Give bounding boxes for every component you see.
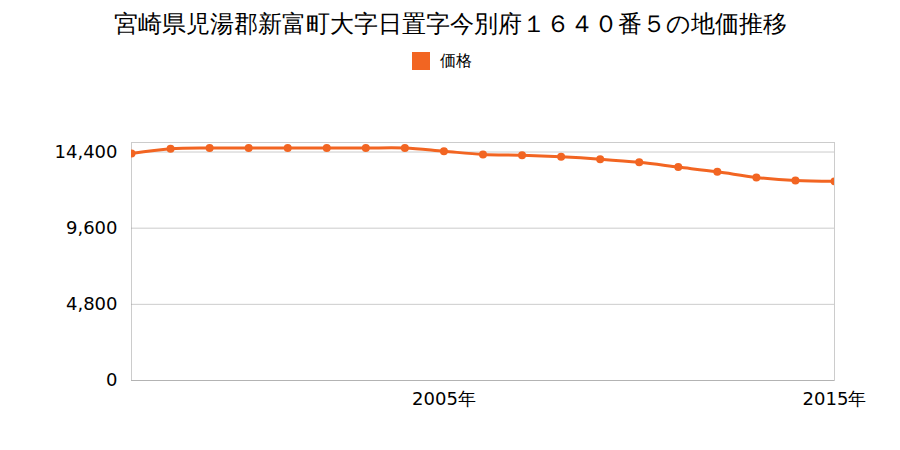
svg-text:9,600: 9,600 (66, 217, 118, 238)
svg-text:2005年: 2005年 (412, 388, 476, 409)
svg-text:0: 0 (106, 369, 117, 390)
svg-text:4,800: 4,800 (66, 293, 118, 314)
svg-text:2015年: 2015年 (803, 388, 867, 409)
svg-text:14,400: 14,400 (55, 141, 118, 162)
html-text:宮崎県児湯郡新富町大字日置字今別府１６４０番５の地価推移: 宮崎県児湯郡新富町大字日置字今別府１６４０番５の地価推移 (113, 10, 787, 38)
html-text:価格: 価格 (440, 50, 472, 70)
